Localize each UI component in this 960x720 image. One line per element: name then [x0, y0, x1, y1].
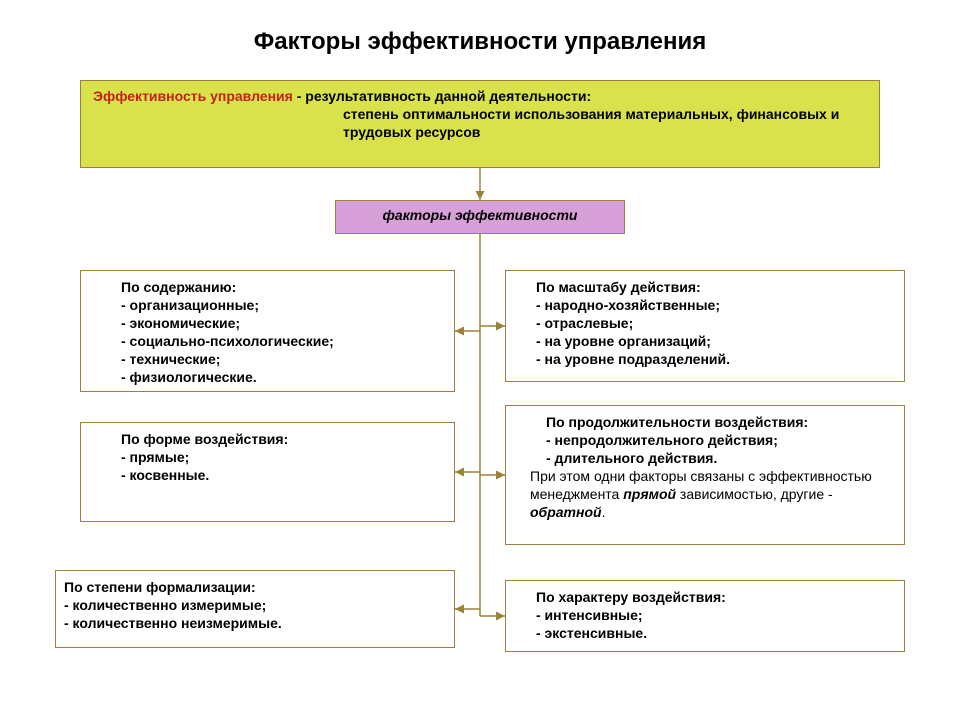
definition-box: Эффективность управления - результативно… — [80, 80, 880, 168]
list-item: - количественно неизмеримые. — [64, 615, 442, 633]
category-items: - интенсивные;- экстенсивные. — [536, 607, 892, 643]
category-items: - прямые;- косвенные. — [121, 449, 442, 485]
list-item: - прямые; — [121, 449, 442, 467]
definition-term: Эффективность управления — [93, 88, 293, 104]
list-item: - социально-психологические; — [121, 333, 442, 351]
list-item: - отраслевые; — [536, 315, 892, 333]
definition-lead: результативность данной деятельности: — [305, 88, 591, 104]
list-item: - длительного действия. — [546, 450, 892, 468]
category-items: - непродолжительного действия;- длительн… — [546, 432, 892, 468]
definition-sep: - — [293, 88, 305, 104]
category-title: По степени формализации: — [64, 579, 442, 597]
factors-node-label: факторы эффективности — [336, 201, 624, 229]
definition-body: степень оптимальности использования мате… — [93, 105, 867, 141]
category-content: По содержанию:- организационные;- эконом… — [80, 270, 455, 392]
list-item: - интенсивные; — [536, 607, 892, 625]
category-items: - народно-хозяйственные;- отраслевые;- н… — [536, 297, 892, 369]
category-duration: По продолжительности воздействия:- непро… — [505, 405, 905, 545]
list-item: - количественно измеримые; — [64, 597, 442, 615]
category-title: По характеру воздействия: — [536, 589, 892, 607]
category-nature: По характеру воздействия:- интенсивные;-… — [505, 580, 905, 652]
list-item: - экстенсивные. — [536, 625, 892, 643]
list-item: - на уровне подразделений. — [536, 351, 892, 369]
category-items: - организационные;- экономические;- соци… — [121, 297, 442, 387]
page-title: Факторы эффективности управления — [0, 28, 960, 68]
category-note: При этом одни факторы связаны с эффектив… — [530, 468, 892, 522]
category-title: По форме воздействия: — [121, 431, 442, 449]
list-item: - непродолжительного действия; — [546, 432, 892, 450]
category-form: По форме воздействия:- прямые;- косвенны… — [80, 422, 455, 522]
list-item: - технические; — [121, 351, 442, 369]
list-item: - физиологические. — [121, 369, 442, 387]
list-item: - организационные; — [121, 297, 442, 315]
list-item: - на уровне организаций; — [536, 333, 892, 351]
category-title: По содержанию: — [121, 279, 442, 297]
factors-node: факторы эффективности — [335, 200, 625, 234]
category-formalization: По степени формализации:- количественно … — [55, 570, 455, 648]
category-items: - количественно измеримые;- количественн… — [64, 597, 442, 633]
category-title: По масштабу действия: — [536, 279, 892, 297]
list-item: - народно-хозяйственные; — [536, 297, 892, 315]
category-scope: По масштабу действия:- народно-хозяйстве… — [505, 270, 905, 382]
list-item: - экономические; — [121, 315, 442, 333]
category-title: По продолжительности воздействия: — [546, 414, 892, 432]
list-item: - косвенные. — [121, 467, 442, 485]
